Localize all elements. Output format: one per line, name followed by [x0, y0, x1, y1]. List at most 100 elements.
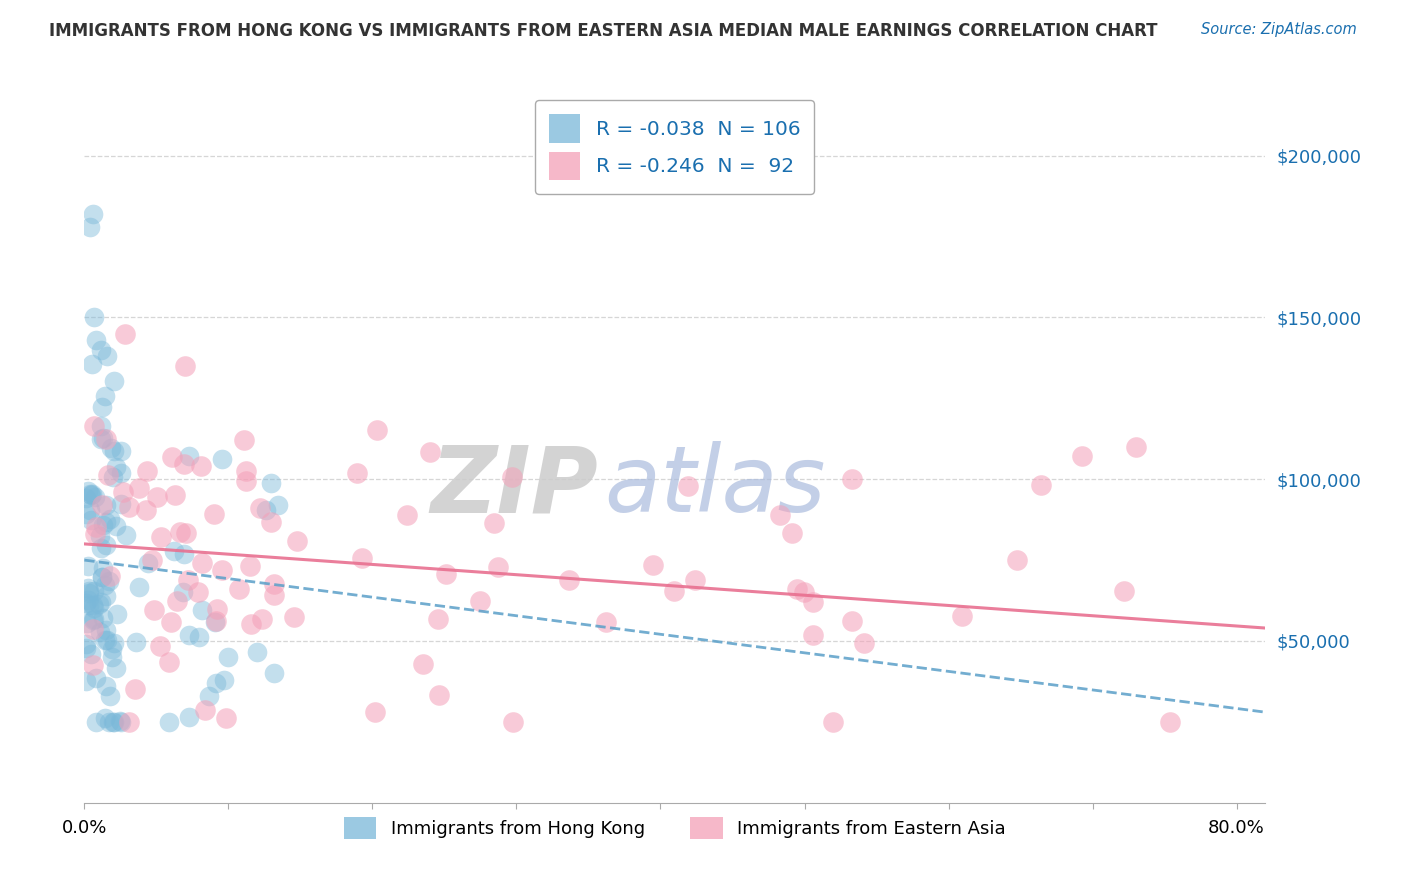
Point: [239, 617, 262, 632]
Point: [128, 580, 150, 594]
Point: [91, 610, 114, 624]
Point: [484, 516, 506, 531]
Point: [75, 640, 97, 655]
Point: [97, 468, 120, 483]
Point: [82, 622, 104, 636]
Point: [83, 600, 105, 615]
Point: [191, 603, 214, 617]
Point: [1071, 449, 1094, 463]
Point: [75, 674, 97, 689]
Point: [96, 633, 118, 648]
Point: [1125, 440, 1147, 454]
Point: [135, 503, 157, 517]
Point: [80, 488, 103, 502]
Point: [94, 538, 117, 552]
Point: [260, 476, 283, 491]
Point: [174, 359, 197, 373]
Point: [235, 464, 257, 478]
Point: [84, 490, 107, 504]
Point: [352, 551, 374, 566]
Point: [94, 711, 117, 725]
Point: [97, 574, 120, 588]
Point: [249, 500, 271, 515]
Point: [105, 660, 128, 674]
Point: [79, 219, 101, 234]
Point: [250, 612, 273, 626]
Point: [125, 635, 148, 649]
Point: [190, 458, 212, 473]
Point: [75, 508, 97, 522]
Point: [1005, 552, 1028, 566]
Point: [75, 636, 97, 650]
Text: atlas: atlas: [605, 442, 825, 532]
Point: [96, 433, 118, 447]
Point: [841, 614, 863, 628]
Point: [162, 450, 184, 465]
Point: [254, 503, 277, 517]
Point: [79, 583, 101, 598]
Point: [233, 434, 256, 448]
Point: [204, 614, 226, 628]
Point: [94, 578, 117, 592]
Point: [101, 470, 124, 484]
Point: [105, 607, 128, 621]
Point: [188, 631, 211, 645]
Point: [118, 500, 141, 514]
Point: [217, 650, 239, 665]
Point: [468, 593, 491, 607]
Point: [429, 688, 451, 702]
Point: [769, 508, 792, 522]
Point: [138, 556, 160, 570]
Point: [177, 450, 200, 464]
Point: [157, 714, 180, 729]
Point: [84, 672, 107, 686]
Point: [90, 498, 112, 512]
Point: [103, 443, 125, 458]
Point: [90, 343, 112, 357]
Point: [80, 648, 103, 662]
Point: [211, 452, 233, 467]
Point: [83, 584, 105, 599]
Point: [128, 481, 150, 495]
Point: [75, 596, 97, 610]
Point: [114, 326, 136, 341]
Point: [239, 558, 262, 573]
Point: [83, 419, 105, 434]
Point: [263, 588, 285, 602]
Point: [172, 584, 194, 599]
Point: [90, 432, 112, 446]
Point: [267, 498, 290, 512]
Point: [176, 526, 198, 541]
Point: [502, 714, 524, 729]
Point: [157, 655, 180, 669]
Point: [366, 423, 388, 437]
Point: [96, 624, 118, 638]
Point: [77, 593, 100, 607]
Point: [214, 711, 236, 725]
Point: [260, 516, 283, 530]
Point: [187, 585, 209, 599]
Point: [501, 470, 523, 484]
Point: [110, 466, 132, 480]
Point: [86, 520, 108, 534]
Point: [780, 525, 803, 540]
Point: [98, 512, 121, 526]
Point: [198, 690, 221, 704]
Point: [1114, 583, 1136, 598]
Point: [96, 590, 118, 604]
Point: [841, 472, 863, 486]
Point: [486, 560, 509, 574]
Point: [283, 610, 305, 624]
Point: [82, 487, 104, 501]
Point: [112, 484, 135, 499]
Point: [80, 513, 103, 527]
Point: [105, 459, 128, 474]
Point: [94, 498, 117, 512]
Point: [212, 673, 235, 687]
Point: [150, 530, 173, 544]
Point: [146, 490, 169, 504]
Point: [82, 598, 104, 612]
Point: [193, 702, 215, 716]
Point: [801, 595, 824, 609]
Point: [94, 679, 117, 693]
